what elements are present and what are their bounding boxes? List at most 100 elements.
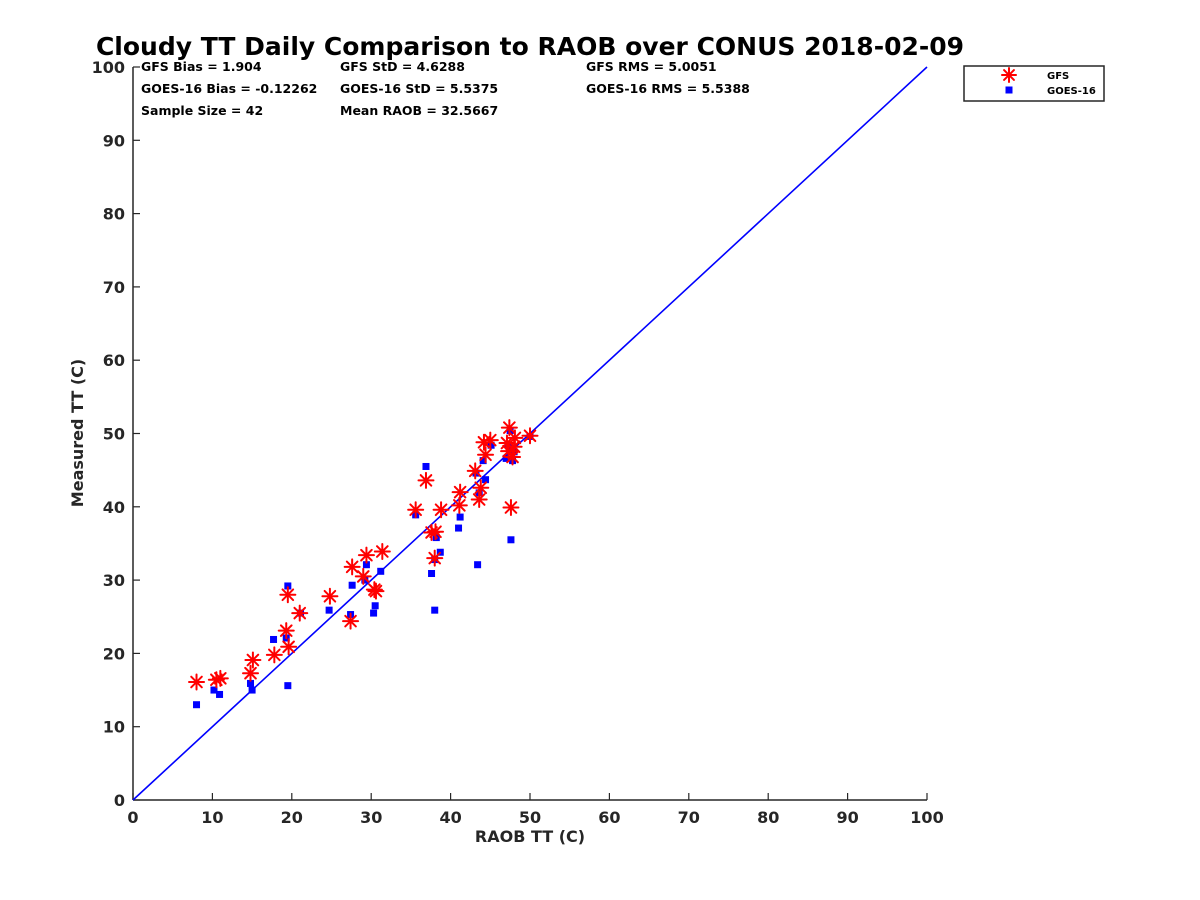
goes16-point bbox=[210, 686, 218, 694]
gfs-point bbox=[211, 669, 229, 687]
goes16-point bbox=[474, 561, 482, 569]
y-tick-label: 80 bbox=[103, 205, 125, 224]
goes16-point bbox=[371, 602, 379, 610]
gfs-point bbox=[504, 448, 522, 466]
gfs-point bbox=[280, 638, 298, 656]
goes16-point bbox=[370, 609, 378, 617]
goes16-point bbox=[507, 536, 515, 544]
legend-box bbox=[963, 65, 1105, 102]
stat-goes-std: GOES-16 StD = 5.5375 bbox=[340, 81, 498, 96]
goes16-point bbox=[248, 686, 256, 694]
y-tick-label: 0 bbox=[114, 791, 125, 810]
gfs-point bbox=[242, 664, 260, 682]
y-tick-label: 10 bbox=[103, 718, 125, 737]
x-tick-label: 30 bbox=[360, 808, 382, 827]
gfs-point bbox=[427, 523, 445, 541]
gfs-point bbox=[342, 612, 360, 630]
goes16-point bbox=[362, 561, 370, 569]
stat-gfs-std: GFS StD = 4.6288 bbox=[340, 59, 465, 74]
gfs-point bbox=[265, 646, 283, 664]
y-tick-label: 40 bbox=[103, 498, 125, 517]
x-tick-label: 20 bbox=[281, 808, 303, 827]
goes16-point bbox=[431, 606, 439, 614]
x-ticks: 0 10 20 30 40 50 60 70 80 90 100 bbox=[127, 793, 944, 827]
gfs-point bbox=[477, 446, 495, 464]
goes16-point bbox=[348, 581, 356, 589]
legend-gfs-marker bbox=[1001, 67, 1017, 83]
gfs-point bbox=[367, 582, 385, 600]
goes16-point bbox=[193, 701, 201, 709]
goes16-point bbox=[502, 454, 510, 462]
x-tick-label: 60 bbox=[598, 808, 620, 827]
x-tick-label: 70 bbox=[678, 808, 700, 827]
goes16-point bbox=[428, 570, 436, 578]
goes16-point bbox=[284, 582, 292, 590]
legend: GFS GOES-16 bbox=[963, 65, 1105, 102]
goes16-point bbox=[284, 682, 292, 690]
chart-title: Cloudy TT Daily Comparison to RAOB over … bbox=[96, 32, 964, 61]
gfs-point bbox=[357, 546, 375, 564]
y-axis-label: Measured TT (C) bbox=[68, 359, 87, 507]
y-tick-label: 70 bbox=[103, 278, 125, 297]
x-tick-label: 50 bbox=[519, 808, 541, 827]
x-axis-label: RAOB TT (C) bbox=[475, 827, 585, 846]
y-tick-label: 90 bbox=[103, 131, 125, 150]
y-tick-label: 50 bbox=[103, 425, 125, 444]
gfs-point bbox=[279, 586, 297, 604]
stat-gfs-rms: GFS RMS = 5.0051 bbox=[586, 59, 717, 74]
y-ticks: 0 10 20 30 40 50 60 70 80 90 100 bbox=[92, 58, 140, 810]
gfs-point bbox=[521, 427, 539, 445]
stat-gfs-bias: GFS Bias = 1.904 bbox=[141, 59, 262, 74]
gfs-point bbox=[451, 483, 469, 501]
gfs-point bbox=[470, 490, 488, 508]
gfs-point bbox=[450, 496, 468, 514]
stat-goes-bias: GOES-16 Bias = -0.12262 bbox=[141, 81, 317, 96]
stat-sample-size: Sample Size = 42 bbox=[141, 103, 263, 118]
y-tick-label: 20 bbox=[103, 644, 125, 663]
y-tick-label: 60 bbox=[103, 351, 125, 370]
gfs-point bbox=[277, 622, 295, 640]
x-tick-label: 80 bbox=[757, 808, 779, 827]
gfs-point bbox=[321, 587, 339, 605]
gfs-point bbox=[373, 543, 391, 561]
gfs-point bbox=[502, 499, 520, 517]
goes16-point bbox=[479, 457, 487, 465]
legend-gfs-label: GFS bbox=[1047, 71, 1069, 82]
legend-goes16-label: GOES-16 bbox=[1047, 86, 1096, 97]
y-tick-label: 30 bbox=[103, 571, 125, 590]
gfs-point bbox=[466, 462, 484, 480]
gfs-point bbox=[417, 471, 435, 489]
legend-gfs-asterisk bbox=[1001, 67, 1017, 83]
stats-block: GFS Bias = 1.904 GFS StD = 4.6288 GFS RM… bbox=[141, 59, 750, 118]
stat-mean-raob: Mean RAOB = 32.5667 bbox=[340, 103, 498, 118]
gfs-point bbox=[291, 604, 309, 622]
x-tick-label: 0 bbox=[127, 808, 138, 827]
gfs-point bbox=[481, 431, 499, 449]
goes16-point bbox=[377, 567, 385, 575]
goes16-point bbox=[422, 462, 430, 470]
gfs-point bbox=[432, 501, 450, 519]
legend-goes16-marker bbox=[1005, 86, 1013, 94]
gfs-point bbox=[343, 558, 361, 576]
x-tick-label: 90 bbox=[836, 808, 858, 827]
gfs-point bbox=[188, 673, 206, 691]
x-tick-label: 100 bbox=[910, 808, 943, 827]
series-gfs bbox=[188, 419, 539, 691]
x-tick-label: 10 bbox=[201, 808, 223, 827]
gfs-point bbox=[244, 651, 262, 669]
goes16-point bbox=[270, 635, 278, 643]
goes16-point bbox=[482, 476, 490, 484]
gfs-point bbox=[472, 479, 490, 497]
gfs-point bbox=[407, 501, 425, 519]
gfs-point bbox=[354, 567, 372, 585]
stat-goes-rms: GOES-16 RMS = 5.5388 bbox=[586, 81, 750, 96]
goes16-point bbox=[247, 679, 255, 687]
gfs-point bbox=[426, 549, 444, 567]
goes16-point bbox=[456, 513, 464, 521]
goes16-point bbox=[325, 606, 333, 614]
y-tick-label: 100 bbox=[92, 58, 125, 77]
goes16-point bbox=[455, 524, 463, 532]
goes16-point bbox=[216, 690, 224, 698]
gfs-point bbox=[506, 429, 524, 447]
x-tick-label: 40 bbox=[439, 808, 461, 827]
